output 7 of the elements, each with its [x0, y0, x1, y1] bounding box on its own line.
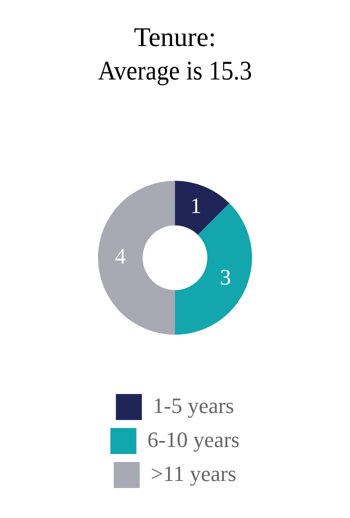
data-label: 4 [114, 244, 126, 269]
data-label: 3 [220, 264, 232, 290]
legend-label: >11 years [150, 460, 236, 486]
chart-title: Tenure: Average is 15.3 [98, 22, 252, 86]
legend-label: 1-5 years [152, 392, 234, 418]
data-label: 1 [190, 193, 202, 218]
legend-label: 6-10 years [147, 426, 240, 452]
